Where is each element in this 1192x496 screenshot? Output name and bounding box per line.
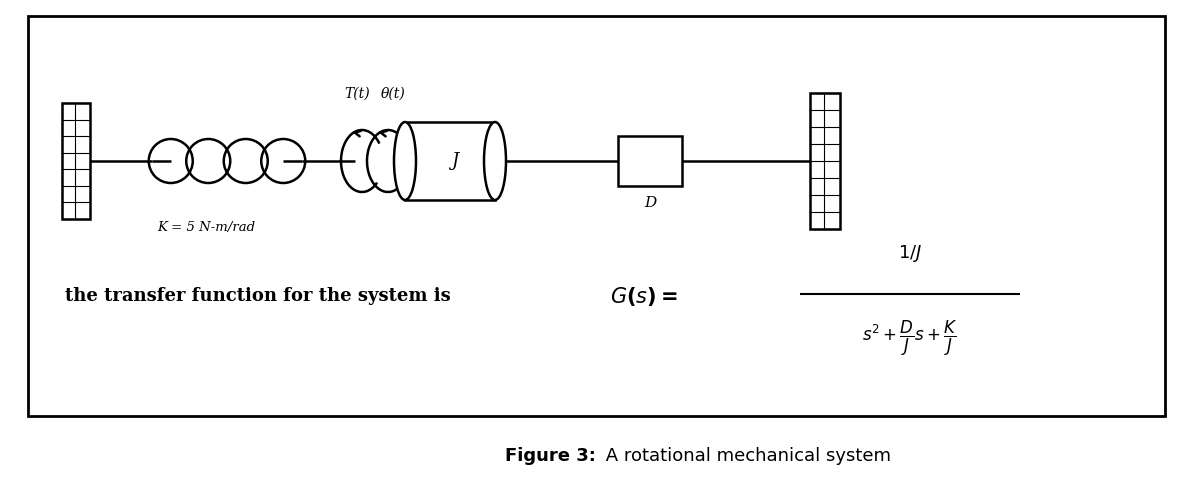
- Text: K = 5 N-m/rad: K = 5 N-m/rad: [157, 221, 255, 234]
- Text: $\mathbf{\mathit{G}}$$\mathbf{(}$$\mathbf{\mathit{s}}$$\mathbf{) =}$: $\mathbf{\mathit{G}}$$\mathbf{(}$$\mathb…: [610, 285, 677, 308]
- Ellipse shape: [484, 122, 505, 200]
- Text: A rotational mechanical system: A rotational mechanical system: [600, 447, 890, 465]
- Text: D: D: [644, 196, 656, 210]
- Bar: [405, 122, 495, 200]
- Text: θ(t): θ(t): [380, 87, 405, 101]
- Bar: [617, 136, 682, 186]
- Text: the transfer function for the system is: the transfer function for the system is: [66, 287, 451, 305]
- Text: J: J: [452, 152, 459, 170]
- Text: $s^2 + \dfrac{D}{J}s + \dfrac{K}{J}$: $s^2 + \dfrac{D}{J}s + \dfrac{K}{J}$: [862, 318, 958, 358]
- Bar: [27, 16, 1165, 416]
- Text: Figure 3:: Figure 3:: [505, 447, 596, 465]
- Text: $1/J$: $1/J$: [898, 244, 923, 264]
- Text: T(t): T(t): [344, 87, 370, 101]
- Bar: [62, 103, 91, 219]
- Bar: [811, 93, 840, 229]
- Ellipse shape: [395, 122, 416, 200]
